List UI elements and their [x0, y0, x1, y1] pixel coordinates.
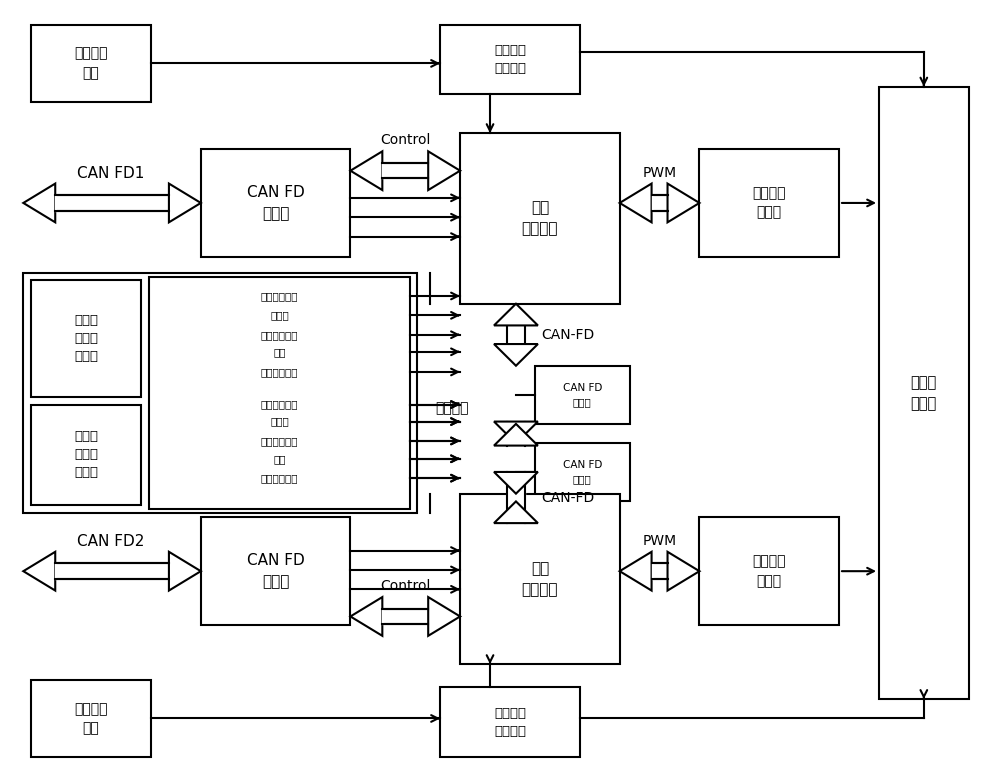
- Bar: [201, 149, 350, 258]
- Bar: [31, 405, 141, 505]
- Text: PWM: PWM: [642, 534, 677, 548]
- Bar: [31, 680, 151, 757]
- Polygon shape: [494, 303, 538, 325]
- Bar: [31, 280, 141, 397]
- Text: 第一扭矩信号: 第一扭矩信号: [261, 330, 298, 340]
- Text: 第二电源
管理模块: 第二电源 管理模块: [494, 707, 526, 738]
- Text: 第二角度信号: 第二角度信号: [261, 400, 298, 409]
- Text: Control: Control: [380, 134, 430, 148]
- Text: CAN FD2: CAN FD2: [77, 534, 145, 549]
- Text: 第一电源
模块: 第一电源 模块: [74, 47, 108, 80]
- Polygon shape: [428, 151, 460, 190]
- Polygon shape: [169, 184, 201, 223]
- Text: 第一马达
驱动器: 第一马达 驱动器: [753, 186, 786, 219]
- Text: 时钟中断: 时钟中断: [435, 401, 469, 415]
- Text: 接电源: 接电源: [270, 310, 289, 321]
- Text: 第二马达
驱动器: 第二马达 驱动器: [753, 555, 786, 588]
- Polygon shape: [494, 422, 538, 443]
- Bar: [440, 25, 580, 94]
- Text: 第二扭
矩角度
传感器: 第二扭 矩角度 传感器: [74, 430, 98, 479]
- Text: Control: Control: [380, 579, 430, 593]
- Polygon shape: [494, 424, 538, 446]
- Polygon shape: [494, 344, 538, 366]
- Polygon shape: [350, 597, 382, 636]
- Text: CAN FD
收发器: CAN FD 收发器: [563, 461, 602, 485]
- Bar: [31, 25, 151, 102]
- Bar: [879, 86, 969, 699]
- Text: 接地: 接地: [273, 454, 286, 464]
- Text: 第二
微控制器: 第二 微控制器: [522, 561, 558, 597]
- Polygon shape: [23, 552, 55, 591]
- Polygon shape: [620, 184, 652, 223]
- Bar: [440, 688, 580, 757]
- Text: 第一角度信号: 第一角度信号: [261, 291, 298, 301]
- Polygon shape: [350, 151, 382, 190]
- Polygon shape: [169, 552, 201, 591]
- Bar: [535, 443, 630, 501]
- Bar: [699, 149, 839, 258]
- Text: 六相无
刷电机: 六相无 刷电机: [911, 375, 937, 411]
- Text: 第一
微控制器: 第一 微控制器: [522, 201, 558, 237]
- Bar: [460, 133, 620, 303]
- Text: CAN FD1: CAN FD1: [77, 166, 145, 181]
- Polygon shape: [428, 597, 460, 636]
- Text: 第二电源
模块: 第二电源 模块: [74, 702, 108, 735]
- Polygon shape: [494, 472, 538, 494]
- Text: 第四扭矩信号: 第四扭矩信号: [261, 473, 298, 483]
- Text: CAN FD
收发器: CAN FD 收发器: [563, 383, 602, 407]
- Polygon shape: [23, 184, 55, 223]
- Text: PWM: PWM: [642, 166, 677, 180]
- Polygon shape: [668, 552, 699, 591]
- Text: 接地: 接地: [273, 347, 286, 357]
- Text: 第一电源
管理模块: 第一电源 管理模块: [494, 44, 526, 75]
- Text: CAN-FD: CAN-FD: [541, 328, 594, 342]
- Bar: [149, 277, 410, 509]
- Polygon shape: [668, 184, 699, 223]
- Polygon shape: [620, 552, 652, 591]
- Bar: [23, 273, 417, 513]
- Bar: [699, 517, 839, 626]
- Bar: [201, 517, 350, 626]
- Text: 第一扭
矩角度
传感器: 第一扭 矩角度 传感器: [74, 314, 98, 363]
- Text: 第二扭矩信号: 第二扭矩信号: [261, 367, 298, 377]
- Text: CAN FD
收发器: CAN FD 收发器: [247, 553, 305, 589]
- Bar: [535, 366, 630, 424]
- Text: 第三扭矩信号: 第三扭矩信号: [261, 436, 298, 446]
- Text: CAN FD
收发器: CAN FD 收发器: [247, 185, 305, 221]
- Polygon shape: [494, 501, 538, 523]
- Text: CAN-FD: CAN-FD: [541, 491, 594, 504]
- Bar: [460, 494, 620, 664]
- Text: 接电源: 接电源: [270, 416, 289, 426]
